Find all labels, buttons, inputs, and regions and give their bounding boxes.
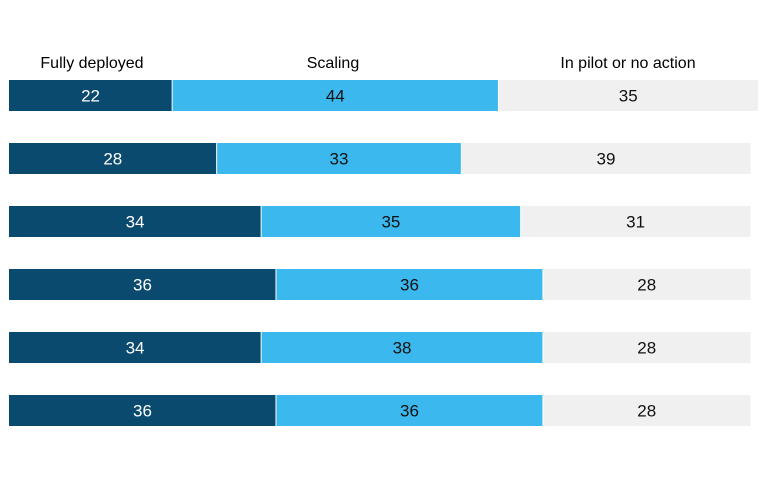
data-label-fully-deployed: 34 xyxy=(126,213,145,232)
bar-row-2: 28 33 39 xyxy=(9,143,751,174)
legend-label-in-pilot: In pilot or no action xyxy=(560,55,695,72)
data-label-fully-deployed: 22 xyxy=(81,87,100,106)
segment-divider xyxy=(460,143,462,174)
bar-segment-fully-deployed xyxy=(9,269,276,300)
bar-row-6: 36 36 28 xyxy=(9,395,751,426)
bar-segment-fully-deployed xyxy=(9,332,262,363)
segment-divider xyxy=(260,206,262,237)
data-label-in-pilot: 35 xyxy=(619,87,638,106)
segment-divider xyxy=(520,206,522,237)
bar-segment-in-pilot xyxy=(520,206,751,237)
bar-row-5: 34 38 28 xyxy=(9,332,751,363)
data-label-in-pilot: 31 xyxy=(626,213,645,232)
bar-segment-fully-deployed xyxy=(9,395,276,426)
segment-divider xyxy=(542,395,544,426)
data-label-scaling: 33 xyxy=(330,150,349,169)
data-label-in-pilot: 39 xyxy=(597,150,616,169)
bar-segment-scaling xyxy=(261,206,521,237)
legend-label-scaling: Scaling xyxy=(307,55,359,72)
data-label-fully-deployed: 36 xyxy=(133,402,152,421)
bar-segment-in-pilot xyxy=(542,395,751,426)
bar-segment-scaling xyxy=(275,269,543,300)
segment-divider xyxy=(542,332,544,363)
bar-row-1: 22 44 35 xyxy=(9,80,758,111)
data-label-scaling: 36 xyxy=(400,276,419,295)
bar-segment-scaling xyxy=(275,395,543,426)
segment-divider xyxy=(542,269,544,300)
data-label-fully-deployed: 28 xyxy=(103,150,122,169)
bar-segment-fully-deployed xyxy=(9,143,217,174)
bar-segment-in-pilot xyxy=(542,269,751,300)
data-label-scaling: 44 xyxy=(326,87,345,106)
bar-row-3: 34 35 31 xyxy=(9,206,751,237)
data-label-fully-deployed: 36 xyxy=(133,276,152,295)
data-label-in-pilot: 28 xyxy=(637,339,656,358)
segment-divider xyxy=(497,80,499,111)
data-label-scaling: 38 xyxy=(393,339,412,358)
bar-segment-scaling xyxy=(172,80,499,111)
legend: Fully deployed Scaling In pilot or no acti… xyxy=(40,55,695,72)
segment-divider xyxy=(171,80,173,111)
data-label-in-pilot: 28 xyxy=(637,402,656,421)
segment-divider xyxy=(275,269,277,300)
data-label-scaling: 35 xyxy=(381,213,400,232)
data-label-in-pilot: 28 xyxy=(637,276,656,295)
bar-row-4: 36 36 28 xyxy=(9,269,751,300)
legend-label-fully-deployed: Fully deployed xyxy=(40,55,143,72)
segment-divider xyxy=(260,332,262,363)
segment-divider xyxy=(275,395,277,426)
bar-segment-fully-deployed xyxy=(9,80,173,111)
data-label-fully-deployed: 34 xyxy=(126,339,145,358)
bars: 22 44 35 28 33 39 34 35 31 36 36 28 34 38 28 36 36 28 xyxy=(9,80,758,426)
bar-segment-in-pilot xyxy=(461,143,751,174)
data-label-scaling: 36 xyxy=(400,402,419,421)
bar-segment-scaling xyxy=(261,332,543,363)
bar-segment-in-pilot xyxy=(542,332,751,363)
segment-divider xyxy=(216,143,218,174)
bar-segment-fully-deployed xyxy=(9,206,262,237)
bar-segment-scaling xyxy=(216,143,462,174)
bar-segment-in-pilot xyxy=(498,80,758,111)
